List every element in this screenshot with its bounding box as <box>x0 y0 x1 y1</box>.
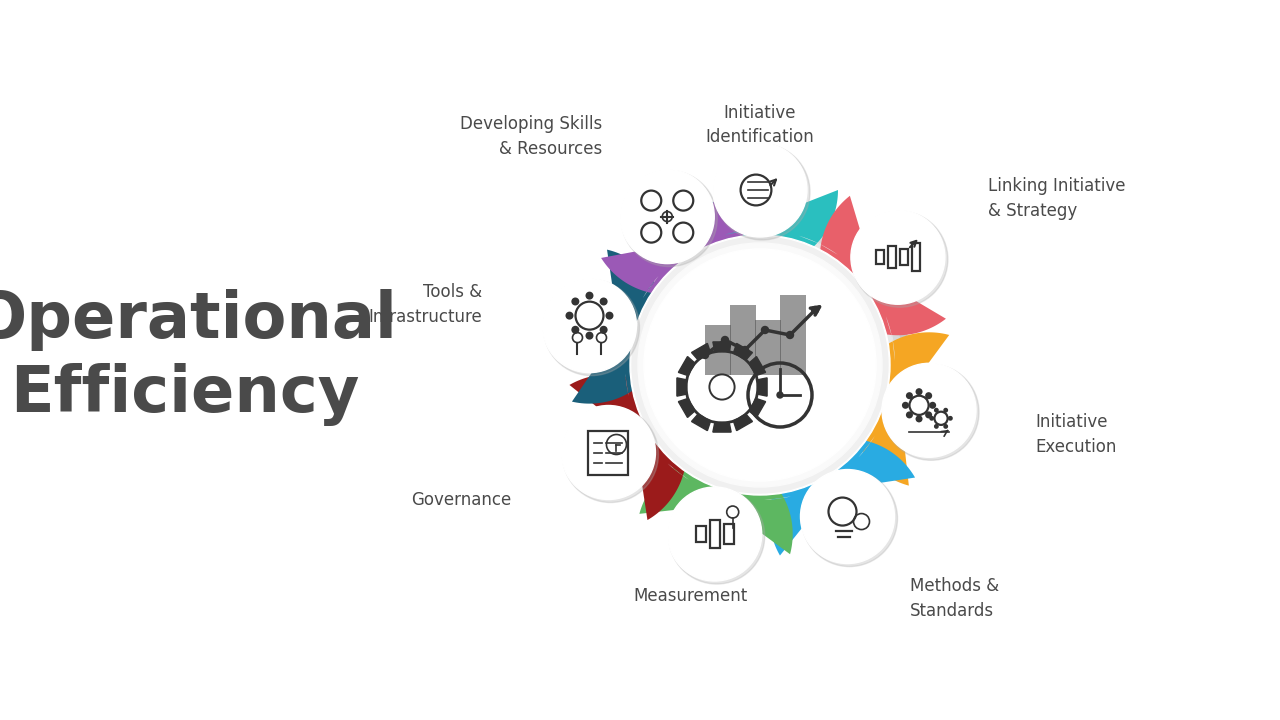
Bar <box>780 295 806 375</box>
Polygon shape <box>733 414 753 431</box>
Bar <box>876 251 884 264</box>
Text: Linking Initiative
& Strategy: Linking Initiative & Strategy <box>988 177 1125 220</box>
Circle shape <box>668 487 762 581</box>
Polygon shape <box>851 333 950 485</box>
Text: Initiative
Execution: Initiative Execution <box>1036 413 1117 456</box>
Polygon shape <box>570 374 686 520</box>
Bar <box>888 246 896 269</box>
Circle shape <box>599 325 608 334</box>
Bar <box>709 520 719 548</box>
Circle shape <box>948 416 952 420</box>
Text: Methods &
Standards: Methods & Standards <box>910 577 1000 621</box>
Circle shape <box>599 297 608 305</box>
Polygon shape <box>713 342 731 351</box>
Circle shape <box>621 170 714 264</box>
Circle shape <box>762 326 768 333</box>
Bar <box>696 526 705 542</box>
Text: Initiative
Identification: Initiative Identification <box>705 104 814 146</box>
Polygon shape <box>678 356 695 376</box>
Circle shape <box>943 424 948 429</box>
Circle shape <box>713 143 806 237</box>
Polygon shape <box>691 343 710 360</box>
Circle shape <box>571 325 580 334</box>
Polygon shape <box>678 398 695 418</box>
Circle shape <box>934 408 938 413</box>
Circle shape <box>621 171 717 266</box>
Circle shape <box>929 402 936 409</box>
Polygon shape <box>758 378 767 396</box>
Circle shape <box>915 415 923 423</box>
Circle shape <box>852 211 948 307</box>
Circle shape <box>722 336 728 343</box>
Bar <box>723 524 733 544</box>
Circle shape <box>566 312 573 320</box>
Circle shape <box>668 488 764 584</box>
Circle shape <box>637 243 882 487</box>
Polygon shape <box>749 356 765 376</box>
Circle shape <box>585 292 594 300</box>
Bar <box>755 320 781 375</box>
Circle shape <box>800 469 895 564</box>
Circle shape <box>714 144 810 240</box>
Circle shape <box>801 471 897 567</box>
Circle shape <box>902 402 909 409</box>
Text: Measurement: Measurement <box>634 587 748 605</box>
Circle shape <box>701 351 709 359</box>
Circle shape <box>632 237 888 493</box>
Circle shape <box>630 235 890 495</box>
Text: Developing Skills
& Resources: Developing Skills & Resources <box>460 114 602 158</box>
Circle shape <box>786 331 794 338</box>
Circle shape <box>571 297 580 305</box>
Circle shape <box>925 411 932 418</box>
Circle shape <box>906 411 913 418</box>
Bar <box>911 243 920 271</box>
Circle shape <box>929 416 934 420</box>
Circle shape <box>882 364 977 457</box>
Circle shape <box>934 424 938 429</box>
Circle shape <box>585 332 594 340</box>
Polygon shape <box>713 423 731 432</box>
Bar <box>730 305 756 375</box>
Polygon shape <box>769 438 915 556</box>
Text: Efficiency: Efficiency <box>10 364 360 426</box>
Circle shape <box>543 279 636 373</box>
Bar <box>589 431 628 474</box>
Circle shape <box>883 364 979 460</box>
Circle shape <box>812 307 818 313</box>
Circle shape <box>851 210 945 305</box>
Circle shape <box>644 249 876 481</box>
Circle shape <box>741 346 749 354</box>
Circle shape <box>915 388 923 395</box>
Circle shape <box>544 279 640 376</box>
Polygon shape <box>677 378 686 396</box>
Circle shape <box>777 392 783 398</box>
Polygon shape <box>819 196 946 337</box>
Circle shape <box>611 215 910 515</box>
Polygon shape <box>691 414 710 431</box>
Polygon shape <box>572 250 667 404</box>
Polygon shape <box>733 343 753 360</box>
Bar <box>900 249 908 265</box>
Circle shape <box>562 405 655 500</box>
Polygon shape <box>682 190 838 268</box>
Circle shape <box>906 392 913 399</box>
Text: Governance: Governance <box>411 491 511 509</box>
Text: Tools &
Infrastructure: Tools & Infrastructure <box>369 283 483 325</box>
Circle shape <box>943 408 948 413</box>
Text: Operational: Operational <box>0 289 397 351</box>
Polygon shape <box>749 398 765 418</box>
Circle shape <box>605 312 613 320</box>
Polygon shape <box>602 175 746 294</box>
Circle shape <box>562 407 658 503</box>
Circle shape <box>625 230 895 500</box>
Polygon shape <box>640 456 792 554</box>
Circle shape <box>925 392 932 399</box>
Circle shape <box>618 223 902 507</box>
Bar <box>705 325 731 375</box>
